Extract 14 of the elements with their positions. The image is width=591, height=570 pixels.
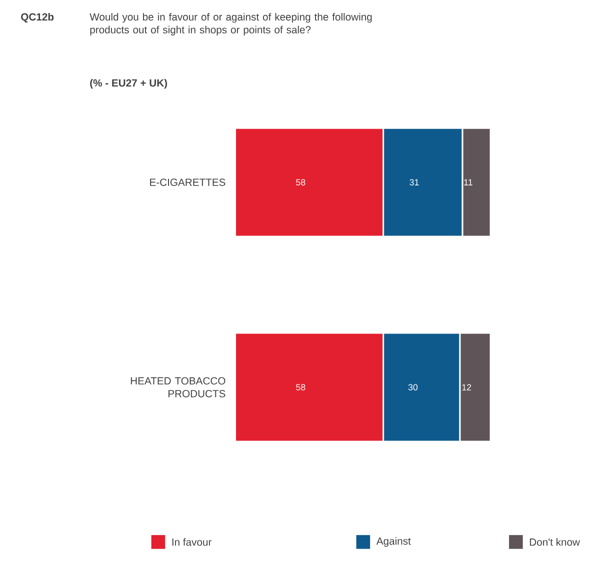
y-tick-label: HEATED TOBACCO PRODUCTS — [130, 377, 226, 398]
legend-label: Don't know — [530, 538, 580, 546]
text: (% - EU27 + UK) — [90, 79, 167, 89]
data-label: 11 — [464, 179, 472, 186]
legend-label: In favour — [172, 538, 212, 546]
data-label: 12 — [462, 384, 472, 391]
data-label: 31 — [410, 179, 419, 186]
data-label: 58 — [296, 179, 306, 186]
legend-label: Against — [376, 537, 411, 548]
data-label: 30 — [408, 384, 418, 391]
y-tick-label: E-CIGARETTES — [150, 178, 226, 186]
data-label: 58 — [296, 384, 306, 391]
text: QC12b — [21, 13, 54, 23]
chart-subtitle: Would you be in favour of or against of keeping the following products out of sight in shops or points of sale? — [90, 13, 372, 36]
